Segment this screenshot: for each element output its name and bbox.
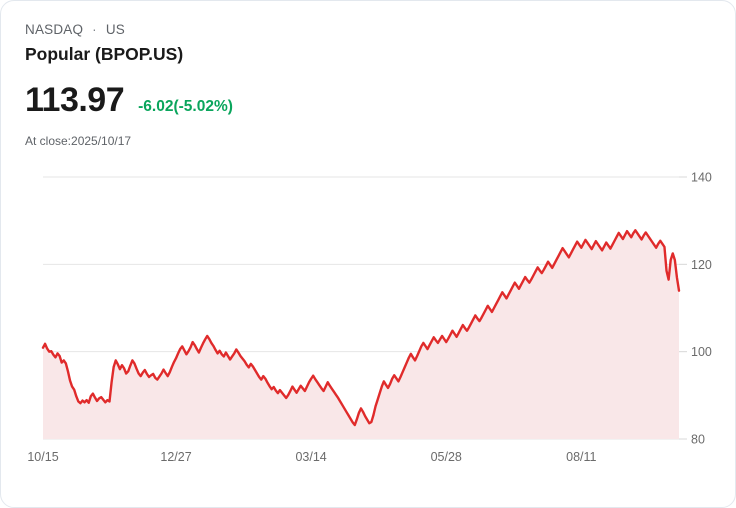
y-axis-labels: 140 120 100 80 bbox=[691, 171, 712, 447]
price-chart: 140 120 100 80 10/15 12/27 03/14 05/28 08/11 bbox=[1, 161, 735, 481]
price-line bbox=[41, 229, 681, 427]
x-axis-label: 05/28 bbox=[431, 450, 462, 464]
x-axis-labels: 10/15 12/27 03/14 05/28 08/11 bbox=[27, 450, 596, 464]
y-axis-label: 120 bbox=[691, 258, 712, 272]
x-axis-label: 10/15 bbox=[27, 450, 58, 464]
region-label: US bbox=[105, 22, 125, 37]
price-row: 113.97 -6.02(-5.02%) bbox=[25, 81, 233, 119]
price-chart-svg: 140 120 100 80 10/15 12/27 03/14 05/28 08/11 bbox=[27, 171, 712, 465]
exchange-row: NASDAQ · US bbox=[25, 21, 233, 39]
price-change: -6.02(-5.02%) bbox=[138, 98, 233, 115]
market-status: At close:2025/10/17 bbox=[25, 134, 132, 148]
y-axis-label: 100 bbox=[691, 345, 712, 359]
page-title: Popular (BPOP.US) bbox=[25, 44, 184, 64]
x-axis-label: 12/27 bbox=[160, 450, 191, 464]
price-area-fill bbox=[43, 230, 679, 439]
y-axis-label: 140 bbox=[691, 171, 712, 185]
current-price: 113.97 bbox=[25, 81, 125, 119]
exchange-label: NASDAQ bbox=[25, 22, 84, 37]
x-axis-label: 03/14 bbox=[295, 450, 326, 464]
quote-header: NASDAQ · US Popular (BPOP.US) 113.97 -6.… bbox=[25, 21, 233, 149]
x-axis-label: 08/11 bbox=[566, 450, 596, 464]
y-axis-label: 80 bbox=[691, 433, 705, 447]
separator-dot: · bbox=[92, 22, 97, 37]
